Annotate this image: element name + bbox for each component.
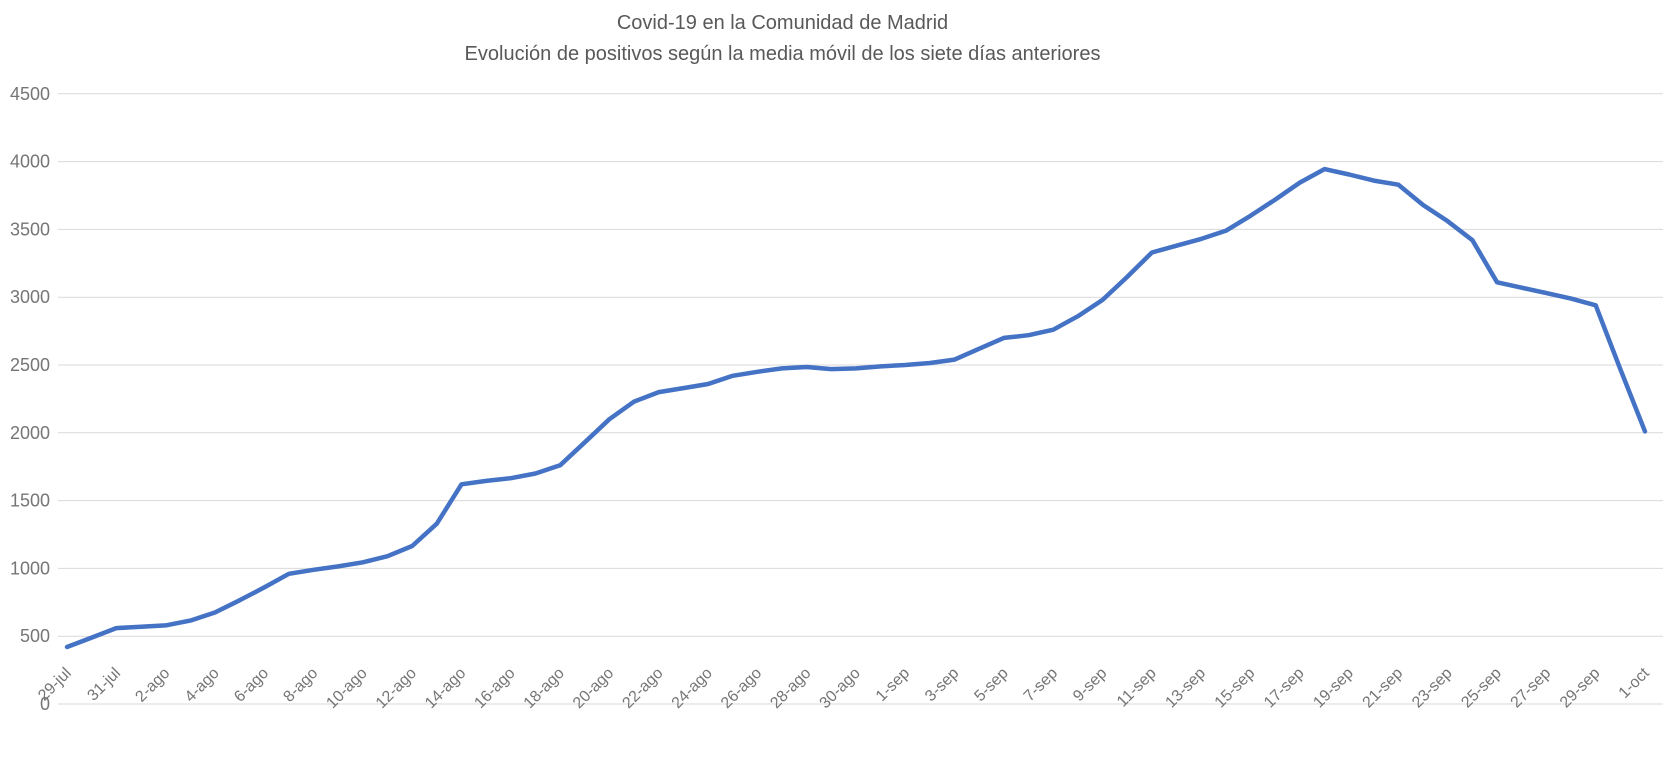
x-tick-label: 28-ago bbox=[767, 665, 814, 712]
x-tick-label: 8-ago bbox=[280, 665, 321, 706]
y-tick-label: 1500 bbox=[10, 491, 50, 511]
x-tick-label: 10-ago bbox=[323, 665, 370, 712]
x-tick-label: 7-sep bbox=[1021, 665, 1061, 705]
y-tick-label: 2000 bbox=[10, 423, 50, 443]
y-tick-label: 4000 bbox=[10, 152, 50, 172]
x-tick-label: 18-ago bbox=[521, 665, 568, 712]
x-tick-label: 24-ago bbox=[669, 665, 716, 712]
x-tick-label: 9-sep bbox=[1070, 665, 1110, 705]
x-tick-label: 12-ago bbox=[373, 665, 420, 712]
y-tick-label: 500 bbox=[20, 626, 50, 646]
y-tick-label: 3000 bbox=[10, 287, 50, 307]
x-tick-label: 4-ago bbox=[182, 665, 223, 706]
x-tick-label: 14-ago bbox=[422, 665, 469, 712]
series-line bbox=[64, 166, 1648, 650]
x-axis-labels: 29-jul 31-jul 2-ago 4-ago 6-ago 8-ago 10-ago 12… bbox=[35, 664, 1653, 712]
y-tick-label: 3500 bbox=[10, 219, 50, 239]
y-tick-label: 0 bbox=[40, 694, 50, 714]
y-tick-label: 4500 bbox=[10, 84, 50, 104]
x-tick-label: 1-sep bbox=[873, 665, 913, 705]
x-tick-label: 26-ago bbox=[718, 665, 765, 712]
x-tick-label: 5-sep bbox=[971, 665, 1011, 705]
y-tick-label: 2500 bbox=[10, 355, 50, 375]
x-tick-label: 1-oct bbox=[1616, 664, 1654, 702]
x-tick-label: 3-sep bbox=[922, 665, 962, 705]
x-tick-label: 16-ago bbox=[471, 665, 518, 712]
x-tick-label: 31-jul bbox=[84, 665, 124, 705]
x-tick-label: 20-ago bbox=[570, 665, 617, 712]
gridlines bbox=[58, 93, 1663, 705]
x-tick-label: 30-ago bbox=[817, 665, 864, 712]
x-tick-label: 22-ago bbox=[619, 665, 666, 712]
y-tick-label: 1000 bbox=[10, 558, 50, 578]
x-tick-label: 6-ago bbox=[231, 665, 272, 706]
x-tick-label: 2-ago bbox=[132, 665, 173, 706]
x-tick-label: 29-jul bbox=[35, 665, 75, 705]
y-axis-labels: 0 500 1000 1500 2000 2500 3000 3500 4000 4500 bbox=[10, 84, 50, 714]
